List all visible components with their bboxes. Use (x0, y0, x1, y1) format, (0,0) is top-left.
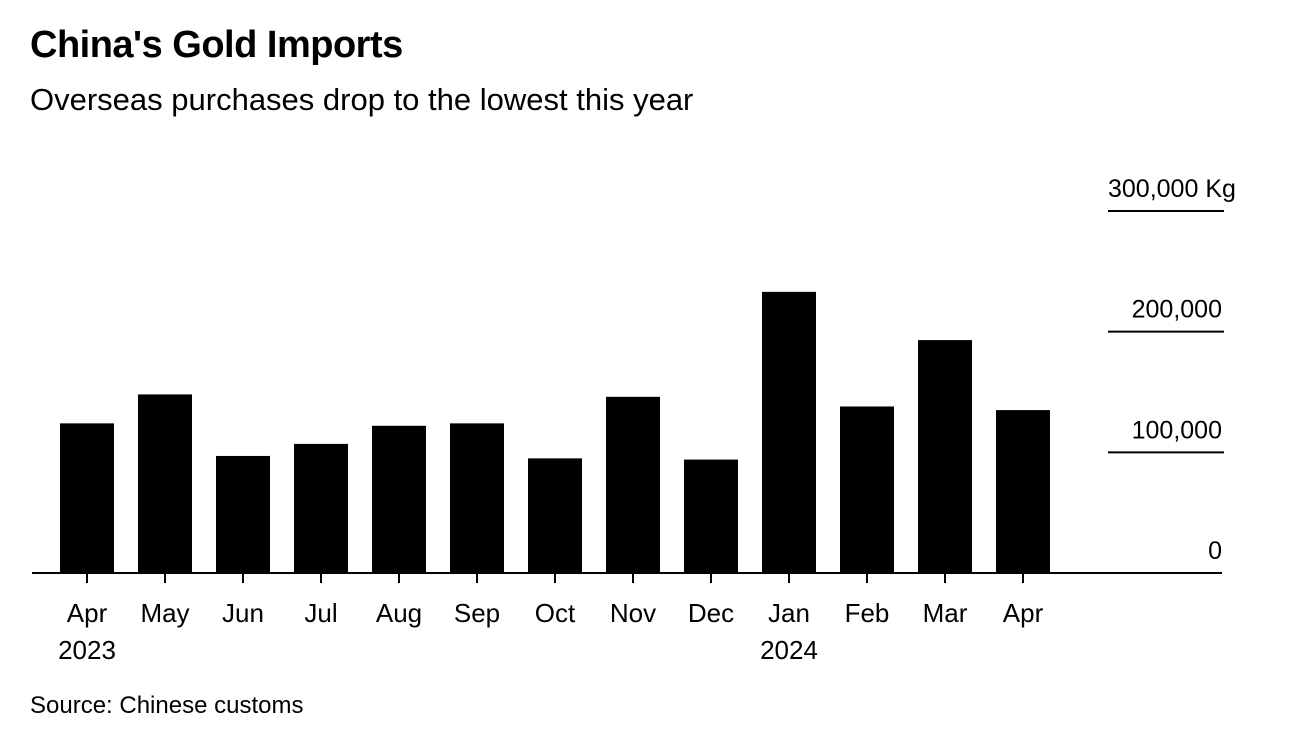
bar-may-1 (138, 394, 192, 573)
bar-aug-4 (372, 425, 426, 573)
x-year-label: 2024 (760, 635, 818, 665)
chart-subtitle: Overseas purchases drop to the lowest th… (30, 82, 694, 117)
bar-mar-11 (918, 340, 972, 573)
x-axis-ticks: Apr 2023 May Jun Jul Aug Sep Oct Nov Dec Jan 2024 Fe… (58, 573, 1044, 665)
x-tick-label: Nov (610, 598, 656, 628)
bar-jul-3 (294, 443, 348, 573)
x-tick-label: Apr (1003, 598, 1044, 628)
x-tick-label: Apr (67, 598, 108, 628)
chart-title: China's Gold Imports (30, 24, 403, 66)
x-year-label: 2023 (58, 635, 116, 665)
x-tick-label: Feb (845, 598, 890, 628)
bar-nov-7 (606, 396, 660, 573)
source-note: Source: Chinese customs (30, 692, 304, 719)
bar-oct-6 (528, 458, 582, 573)
x-tick-label: Jan (768, 598, 810, 628)
bar-jun-2 (216, 455, 270, 573)
bar-feb-10 (840, 406, 894, 573)
gridlines (1108, 210, 1224, 454)
x-tick-label: Dec (688, 598, 734, 628)
bar-apr-0 (60, 423, 114, 573)
y-tick-label: 0 (1208, 537, 1222, 565)
y-tick-label: 300,000 Kg (1108, 175, 1236, 203)
bar-jan-9 (762, 291, 816, 573)
bars (60, 291, 1050, 573)
y-tick-label: 100,000 (1132, 416, 1222, 444)
bar-apr-12 (996, 410, 1050, 573)
x-tick-label: Sep (454, 598, 500, 628)
y-axis-ticks: 0 100,000 200,000 300,000 Kg (1108, 175, 1236, 565)
x-tick-label: Jul (304, 598, 337, 628)
bar-sep-5 (450, 423, 504, 573)
x-tick-label: Aug (376, 598, 422, 628)
x-tick-label: Mar (923, 598, 968, 628)
bar-dec-8 (684, 459, 738, 573)
x-tick-label: Jun (222, 598, 264, 628)
y-tick-label: 200,000 (1132, 296, 1222, 324)
x-tick-label: May (140, 598, 189, 628)
x-tick-label: Oct (535, 598, 576, 628)
